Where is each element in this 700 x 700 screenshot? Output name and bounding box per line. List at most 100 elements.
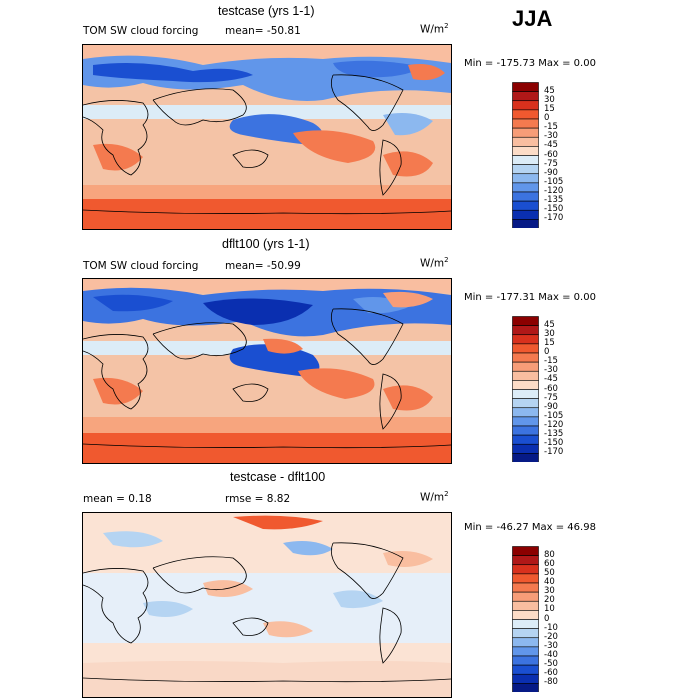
- colorbar-tick-label: -60: [544, 383, 558, 394]
- panel-2-map-field: [83, 279, 451, 463]
- colorbar-swatch: [512, 600, 539, 611]
- panel-1-field-label: TOM SW cloud forcing: [83, 25, 199, 37]
- colorbar-tick-label: -170: [544, 213, 564, 224]
- colorbar-tick-label: -120: [544, 420, 564, 430]
- colorbar-swatch: [512, 582, 539, 593]
- panel-2-colorbar-swatches: [512, 316, 539, 463]
- colorbar-swatch: [512, 155, 539, 165]
- colorbar-tick-label: -90: [544, 167, 558, 178]
- colorbar-swatch: [512, 118, 539, 129]
- colorbar-tick-label: -15: [544, 122, 558, 133]
- colorbar-swatch: [512, 673, 539, 684]
- colorbar-swatch: [512, 591, 539, 602]
- colorbar-swatch: [512, 325, 539, 336]
- panel-3-colorbar: [512, 546, 539, 697]
- panel-2-title: dflt100 (yrs 1-1): [222, 237, 310, 251]
- colorbar-swatch: [512, 683, 539, 693]
- colorbar-tick-label: 30: [544, 328, 555, 339]
- colorbar-tick-label: -45: [544, 140, 558, 151]
- colorbar-tick-label: 0: [544, 113, 550, 123]
- colorbar-swatch: [512, 434, 539, 445]
- colorbar-swatch: [512, 664, 539, 675]
- colorbar-tick-label: -135: [544, 429, 564, 440]
- colorbar-tick-label: 50: [544, 567, 555, 578]
- colorbar-tick-label: -40: [544, 650, 558, 660]
- panel-1-colorbar: [512, 82, 539, 233]
- colorbar-swatch: [512, 380, 539, 390]
- colorbar-swatch: [512, 173, 539, 184]
- colorbar-tick-label: -45: [544, 374, 558, 385]
- colorbar-tick-label: -10: [544, 622, 558, 633]
- colorbar-tick-label: -30: [544, 640, 558, 651]
- colorbar-tick-label: -150: [544, 438, 564, 449]
- colorbar-tick-label: 15: [544, 103, 555, 114]
- colorbar-swatch: [512, 416, 539, 427]
- panel-3-colorbar-swatches: [512, 546, 539, 693]
- colorbar-swatch: [512, 361, 539, 372]
- colorbar-swatch: [512, 646, 539, 657]
- colorbar-swatch: [512, 127, 539, 138]
- colorbar-tick-label: 0: [544, 613, 550, 624]
- colorbar-tick-label: -90: [544, 401, 558, 412]
- colorbar-swatch: [512, 453, 539, 463]
- colorbar-tick-label: -20: [544, 631, 558, 642]
- colorbar-swatch: [512, 655, 539, 666]
- panel-1-title: testcase (yrs 1-1): [218, 4, 315, 18]
- panel-2-mean: mean= -50.99: [225, 260, 301, 272]
- colorbar-swatch: [512, 398, 539, 409]
- panel-3-map-field: [83, 513, 451, 697]
- colorbar-swatch: [512, 407, 539, 418]
- colorbar-tick-label: 10: [544, 604, 555, 615]
- colorbar-tick-label: -105: [544, 176, 564, 187]
- colorbar-swatch: [512, 100, 539, 111]
- colorbar-swatch: [512, 573, 539, 584]
- colorbar-tick-label: 40: [544, 577, 555, 587]
- colorbar-tick-label: 60: [544, 558, 555, 569]
- panel-1-minmax: Min = -175.73 Max = 0.00: [464, 58, 596, 69]
- panel-1-mean: mean= -50.81: [225, 25, 301, 37]
- colorbar-swatch: [512, 191, 539, 202]
- colorbar-swatch: [512, 555, 539, 566]
- panel-2-map: [82, 278, 452, 464]
- panel-3-colorbar-labels: 80 60 50 40 30 20 10 0 -10 -20 -30 -40 -50 -60 -80: [544, 546, 604, 692]
- colorbar-tick-label: -15: [544, 356, 558, 367]
- colorbar-swatch: [512, 637, 539, 648]
- colorbar-tick-label: 80: [544, 549, 555, 560]
- panel-1-map: [82, 44, 452, 230]
- colorbar-tick-label: -170: [544, 447, 564, 458]
- colorbar-swatch: [512, 610, 539, 620]
- colorbar-swatch: [512, 564, 539, 575]
- colorbar-tick-label: 30: [544, 94, 555, 105]
- panel-2-units: W/m2: [420, 256, 449, 270]
- colorbar-tick-label: -150: [544, 204, 564, 215]
- colorbar-tick-label: -60: [544, 668, 558, 679]
- colorbar-swatch: [512, 425, 539, 436]
- colorbar-swatch: [512, 219, 539, 229]
- colorbar-tick-label: -60: [544, 149, 558, 160]
- colorbar-tick-label: 0: [544, 347, 550, 357]
- colorbar-swatch: [512, 389, 539, 399]
- colorbar-swatch: [512, 209, 539, 220]
- panel-1-map-field: [83, 45, 451, 229]
- colorbar-tick-label: 30: [544, 586, 555, 597]
- panel-1-units: W/m2: [420, 22, 449, 36]
- season-label: JJA: [512, 6, 553, 31]
- colorbar-swatch: [512, 136, 539, 147]
- colorbar-swatch: [512, 628, 539, 639]
- colorbar-tick-label: 15: [544, 337, 555, 348]
- panel-3-map: [82, 512, 452, 698]
- colorbar-tick-label: 45: [544, 319, 555, 330]
- colorbar-swatch: [512, 91, 539, 102]
- colorbar-swatch: [512, 164, 539, 175]
- panel-3-mean: mean = 0.18: [83, 493, 152, 505]
- panel-3-units: W/m2: [420, 490, 449, 504]
- colorbar-swatch: [512, 370, 539, 381]
- colorbar-tick-label: 20: [544, 595, 555, 606]
- colorbar-tick-label: -105: [544, 410, 564, 421]
- colorbar-swatch: [512, 316, 539, 326]
- colorbar-swatch: [512, 200, 539, 211]
- colorbar-swatch: [512, 443, 539, 454]
- panel-3-rmse: rmse = 8.82: [225, 493, 291, 505]
- panel-1-colorbar-swatches: [512, 82, 539, 229]
- colorbar-swatch: [512, 182, 539, 193]
